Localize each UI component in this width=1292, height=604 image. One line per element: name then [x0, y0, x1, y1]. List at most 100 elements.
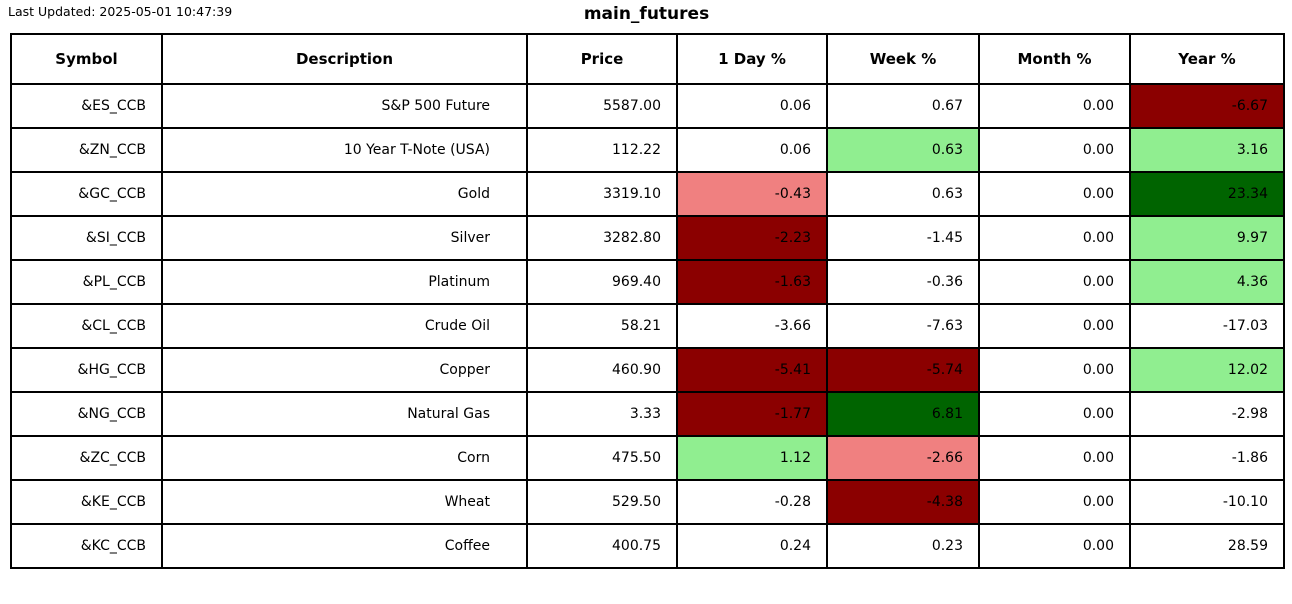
description-cell: Corn [161, 435, 528, 481]
column-header-description: Description [161, 33, 528, 85]
day-pct-cell: -0.43 [676, 171, 828, 217]
month-pct-cell: 0.00 [978, 391, 1131, 437]
column-header-year: Year % [1129, 33, 1285, 85]
week-pct-cell: 0.63 [826, 171, 980, 217]
month-pct-cell: 0.00 [978, 83, 1131, 129]
table-row: &PL_CCB Platinum 969.40 -1.63 -0.36 0.00… [10, 259, 1285, 305]
day-pct-cell: -1.63 [676, 259, 828, 305]
year-pct-cell: 12.02 [1129, 347, 1285, 393]
day-pct-cell: 1.12 [676, 435, 828, 481]
table-row: &GC_CCB Gold 3319.10 -0.43 0.63 0.00 23.… [10, 171, 1285, 217]
symbol-cell: &NG_CCB [10, 391, 163, 437]
table-body: &ES_CCB S&P 500 Future 5587.00 0.06 0.67… [10, 83, 1285, 569]
description-cell: Copper [161, 347, 528, 393]
table-row: &KC_CCB Coffee 400.75 0.24 0.23 0.00 28.… [10, 523, 1285, 569]
price-cell: 112.22 [526, 127, 678, 173]
price-cell: 529.50 [526, 479, 678, 525]
symbol-cell: &ES_CCB [10, 83, 163, 129]
description-cell: Platinum [161, 259, 528, 305]
column-header-price: Price [526, 33, 678, 85]
table-row: &ZN_CCB 10 Year T-Note (USA) 112.22 0.06… [10, 127, 1285, 173]
page-title: main_futures [583, 4, 710, 24]
year-pct-cell: 9.97 [1129, 215, 1285, 261]
header-row: Symbol Description Price 1 Day % Week % … [10, 33, 1285, 85]
column-header-1day: 1 Day % [676, 33, 828, 85]
month-pct-cell: 0.00 [978, 347, 1131, 393]
table-row: &ZC_CCB Corn 475.50 1.12 -2.66 0.00 -1.8… [10, 435, 1285, 481]
column-header-month: Month % [978, 33, 1131, 85]
description-cell: Wheat [161, 479, 528, 525]
description-cell: Gold [161, 171, 528, 217]
column-header-week: Week % [826, 33, 980, 85]
day-pct-cell: -5.41 [676, 347, 828, 393]
symbol-cell: &KE_CCB [10, 479, 163, 525]
week-pct-cell: -5.74 [826, 347, 980, 393]
year-pct-cell: 3.16 [1129, 127, 1285, 173]
symbol-cell: &KC_CCB [10, 523, 163, 569]
table-row: &NG_CCB Natural Gas 3.33 -1.77 6.81 0.00… [10, 391, 1285, 437]
month-pct-cell: 0.00 [978, 127, 1131, 173]
symbol-cell: &ZC_CCB [10, 435, 163, 481]
month-pct-cell: 0.00 [978, 259, 1131, 305]
price-cell: 3.33 [526, 391, 678, 437]
week-pct-cell: 0.23 [826, 523, 980, 569]
week-pct-cell: 0.67 [826, 83, 980, 129]
symbol-cell: &HG_CCB [10, 347, 163, 393]
year-pct-cell: 28.59 [1129, 523, 1285, 569]
table-row: &HG_CCB Copper 460.90 -5.41 -5.74 0.00 1… [10, 347, 1285, 393]
year-pct-cell: 4.36 [1129, 259, 1285, 305]
day-pct-cell: 0.06 [676, 83, 828, 129]
table-header: Symbol Description Price 1 Day % Week % … [10, 33, 1285, 85]
price-cell: 969.40 [526, 259, 678, 305]
description-cell: 10 Year T-Note (USA) [161, 127, 528, 173]
day-pct-cell: -2.23 [676, 215, 828, 261]
column-header-symbol: Symbol [10, 33, 163, 85]
symbol-cell: &CL_CCB [10, 303, 163, 349]
table-row: &KE_CCB Wheat 529.50 -0.28 -4.38 0.00 -1… [10, 479, 1285, 525]
symbol-cell: &GC_CCB [10, 171, 163, 217]
description-cell: S&P 500 Future [161, 83, 528, 129]
year-pct-cell: -17.03 [1129, 303, 1285, 349]
month-pct-cell: 0.00 [978, 303, 1131, 349]
month-pct-cell: 0.00 [978, 523, 1131, 569]
price-cell: 3319.10 [526, 171, 678, 217]
price-cell: 58.21 [526, 303, 678, 349]
day-pct-cell: -1.77 [676, 391, 828, 437]
day-pct-cell: -0.28 [676, 479, 828, 525]
week-pct-cell: 0.63 [826, 127, 980, 173]
description-cell: Silver [161, 215, 528, 261]
description-cell: Coffee [161, 523, 528, 569]
price-cell: 5587.00 [526, 83, 678, 129]
week-pct-cell: -7.63 [826, 303, 980, 349]
month-pct-cell: 0.00 [978, 435, 1131, 481]
year-pct-cell: 23.34 [1129, 171, 1285, 217]
table-row: &ES_CCB S&P 500 Future 5587.00 0.06 0.67… [10, 83, 1285, 129]
description-cell: Crude Oil [161, 303, 528, 349]
week-pct-cell: -1.45 [826, 215, 980, 261]
week-pct-cell: -0.36 [826, 259, 980, 305]
week-pct-cell: -2.66 [826, 435, 980, 481]
month-pct-cell: 0.00 [978, 479, 1131, 525]
year-pct-cell: -10.10 [1129, 479, 1285, 525]
price-cell: 475.50 [526, 435, 678, 481]
symbol-cell: &PL_CCB [10, 259, 163, 305]
year-pct-cell: -1.86 [1129, 435, 1285, 481]
day-pct-cell: 0.06 [676, 127, 828, 173]
week-pct-cell: 6.81 [826, 391, 980, 437]
symbol-cell: &SI_CCB [10, 215, 163, 261]
price-cell: 3282.80 [526, 215, 678, 261]
week-pct-cell: -4.38 [826, 479, 980, 525]
day-pct-cell: -3.66 [676, 303, 828, 349]
year-pct-cell: -2.98 [1129, 391, 1285, 437]
futures-table: Symbol Description Price 1 Day % Week % … [10, 33, 1285, 569]
table-row: &CL_CCB Crude Oil 58.21 -3.66 -7.63 0.00… [10, 303, 1285, 349]
price-cell: 400.75 [526, 523, 678, 569]
month-pct-cell: 0.00 [978, 171, 1131, 217]
symbol-cell: &ZN_CCB [10, 127, 163, 173]
month-pct-cell: 0.00 [978, 215, 1131, 261]
last-updated-label: Last Updated: 2025-05-01 10:47:39 [8, 4, 233, 19]
year-pct-cell: -6.67 [1129, 83, 1285, 129]
day-pct-cell: 0.24 [676, 523, 828, 569]
description-cell: Natural Gas [161, 391, 528, 437]
